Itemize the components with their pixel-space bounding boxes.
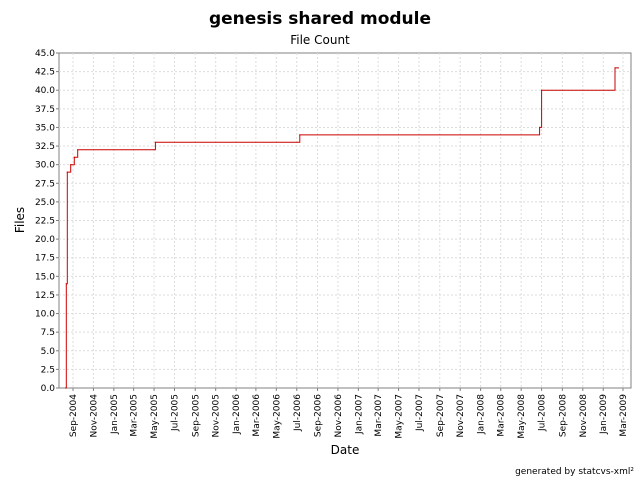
- y-tick-label: 22.5: [35, 217, 55, 227]
- y-axis-label: Files: [13, 207, 27, 233]
- x-tick-label: Sep-2008: [558, 394, 568, 437]
- x-tick-label: Jan-2007: [354, 394, 364, 435]
- x-tick-label: Sep-2006: [314, 394, 324, 437]
- x-tick-label: Jan-2009: [599, 394, 609, 435]
- x-tick-label: Nov-2007: [456, 394, 466, 437]
- x-tick-label: Mar-2009: [619, 394, 629, 437]
- y-tick-label: 5.0: [41, 347, 56, 357]
- data-point: [617, 67, 619, 69]
- x-tick-label: Sep-2007: [436, 394, 446, 437]
- data-point: [299, 134, 301, 136]
- x-tick-label: Nov-2008: [579, 394, 589, 438]
- series-line-files: [65, 67, 619, 389]
- y-tick-label: 30.0: [35, 161, 55, 171]
- x-tick-label: Mar-2006: [252, 394, 262, 437]
- x-tick-label: Nov-2006: [334, 394, 344, 438]
- y-tick-label: 27.5: [35, 179, 55, 189]
- x-tick-label: Jul-2005: [170, 394, 180, 432]
- x-axis: Sep-2004 Nov-2004 Jan-2005 Mar-2005 May-2005…: [69, 388, 629, 439]
- y-tick-label: 35.0: [35, 123, 55, 133]
- x-tick-label: Jul-2008: [538, 394, 548, 432]
- y-tick-label: 20.0: [35, 235, 55, 245]
- data-point: [65, 387, 67, 389]
- data-point: [73, 156, 75, 158]
- y-tick-label: 17.5: [35, 254, 55, 264]
- grid-layer: [59, 53, 631, 388]
- footer-credit: generated by statcvs-xml²: [515, 467, 634, 477]
- x-axis-label: Date: [331, 443, 360, 457]
- data-point: [614, 67, 616, 69]
- y-tick-label: 12.5: [35, 291, 55, 301]
- x-tick-label: Jul-2006: [293, 394, 303, 432]
- x-tick-label: Mar-2005: [130, 394, 140, 437]
- chart-title: genesis shared module: [209, 9, 431, 29]
- x-tick-label: Nov-2005: [212, 394, 222, 437]
- y-tick-label: 32.5: [35, 142, 55, 152]
- y-tick-label: 25.0: [35, 198, 55, 208]
- y-tick-label: 42.5: [35, 68, 55, 78]
- y-tick-label: 10.0: [35, 310, 55, 320]
- x-tick-label: Mar-2008: [497, 394, 507, 437]
- data-point: [77, 149, 79, 151]
- y-axis: 0.0 2.5 5.0 7.5 10.0 12.5 15.0 17.5 20.0 22.5 25.0…: [35, 49, 59, 394]
- y-tick-label: 2.5: [41, 365, 55, 375]
- data-point: [154, 141, 156, 143]
- data-point: [70, 164, 72, 166]
- x-tick-label: Sep-2005: [191, 394, 201, 437]
- data-point: [539, 126, 541, 128]
- x-tick-label: Nov-2004: [89, 394, 99, 438]
- x-tick-label: Jan-2006: [232, 394, 242, 435]
- x-tick-label: Jul-2007: [415, 394, 425, 432]
- y-tick-label: 15.0: [35, 272, 55, 282]
- y-tick-label: 37.5: [35, 105, 55, 115]
- x-tick-label: May-2008: [517, 394, 527, 439]
- x-tick-label: May-2006: [272, 394, 282, 439]
- data-point: [66, 171, 68, 173]
- chart-subtitle: File Count: [290, 33, 350, 47]
- data-point: [65, 283, 67, 285]
- x-tick-label: Sep-2004: [69, 394, 79, 437]
- x-tick-label: Mar-2007: [374, 394, 384, 437]
- x-tick-label: Jan-2008: [477, 394, 487, 435]
- y-tick-label: 40.0: [35, 86, 55, 96]
- data-point: [541, 89, 543, 91]
- x-tick-label: Jan-2005: [110, 394, 120, 435]
- y-tick-label: 0.0: [41, 384, 56, 394]
- y-tick-label: 7.5: [41, 328, 55, 338]
- series-layer: [65, 67, 619, 389]
- x-tick-label: May-2007: [395, 394, 405, 439]
- y-tick-label: 45.0: [35, 49, 55, 59]
- x-tick-label: May-2005: [150, 394, 160, 439]
